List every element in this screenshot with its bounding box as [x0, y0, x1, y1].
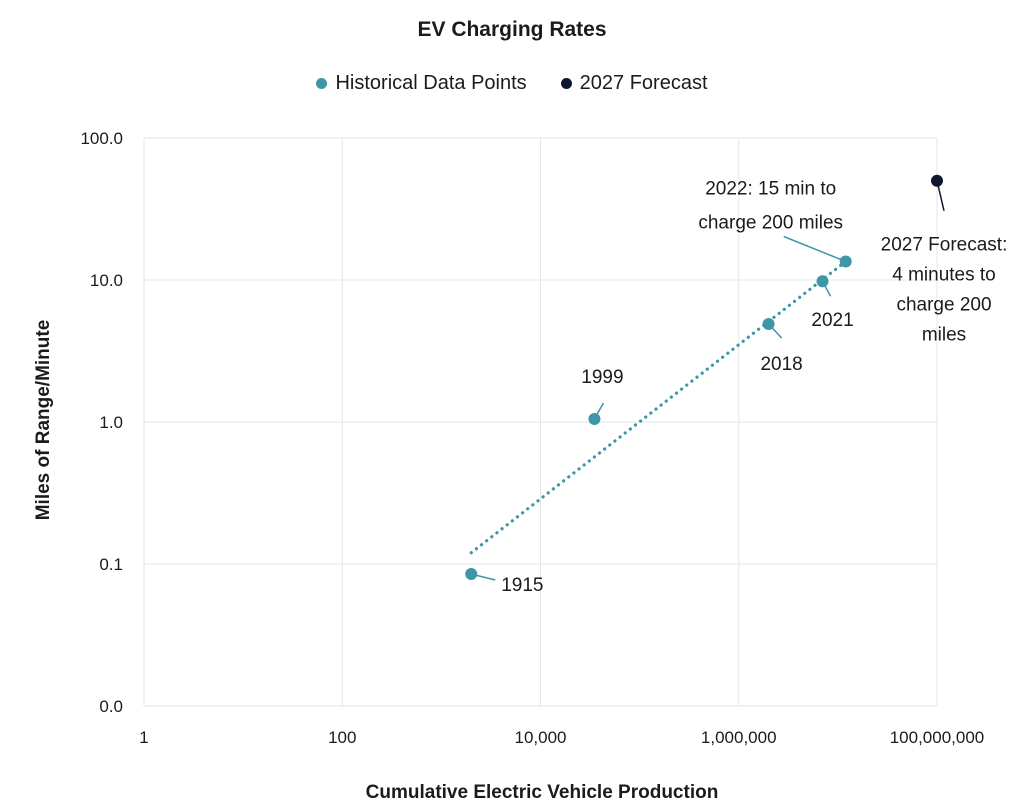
legend-item-forecast: 2027 Forecast	[560, 72, 708, 95]
annotation-label-5-1: 4 minutes to	[892, 265, 996, 286]
data-point-0-1	[588, 412, 601, 425]
chart-title: EV Charging Rates	[417, 18, 607, 41]
y-tick-label-4: 100.0	[80, 129, 123, 148]
x-tick-label-2: 10,000	[515, 728, 567, 747]
x-tick-label-4: 100,000,000	[890, 728, 985, 747]
legend-item-historical: Historical Data Points	[316, 72, 527, 95]
annotation-label-5-0: 2027 Forecast:	[881, 235, 1008, 256]
y-tick-label-2: 1.0	[99, 413, 123, 432]
data-point-0-0	[465, 568, 478, 581]
annotation-label-4-0: 2022: 15 min to	[705, 178, 836, 199]
legend-label-historical: Historical Data Points	[335, 72, 527, 94]
annotation-label-3-0: 2021	[811, 310, 853, 331]
annotation-label-5-3: miles	[922, 325, 966, 346]
annotation-leader-4	[783, 235, 847, 263]
x-tick-label-0: 1	[139, 728, 148, 747]
data-point-0-3	[816, 275, 829, 288]
y-tick-label-1: 0.1	[99, 555, 123, 574]
x-tick-label-1: 100	[328, 728, 356, 747]
y-tick-label-3: 10.0	[90, 271, 123, 290]
annotation-label-5-2: charge 200	[896, 295, 991, 316]
data-point-0-2	[762, 317, 775, 330]
annotation-label-4-1: charge 200 miles	[698, 212, 843, 233]
annotation-label-0-0: 1915	[501, 575, 543, 596]
data-point-1-0	[931, 174, 943, 187]
x-axis-label: Cumulative Electric Vehicle Production	[365, 782, 719, 803]
data-point-0-4	[839, 255, 852, 268]
y-tick-label-0: 0.0	[99, 697, 123, 716]
trendline	[469, 259, 848, 555]
annotation-label-2-0: 2018	[760, 354, 802, 375]
legend-marker-forecast	[560, 78, 572, 89]
legend-label-forecast: 2027 Forecast	[579, 72, 708, 94]
x-tick-label-3: 1,000,000	[701, 728, 777, 747]
legend-marker-historical	[316, 78, 328, 89]
chart-legend: Historical Data Points 2027 Forecast	[0, 72, 1024, 95]
annotation-label-1-0: 1999	[581, 367, 623, 388]
